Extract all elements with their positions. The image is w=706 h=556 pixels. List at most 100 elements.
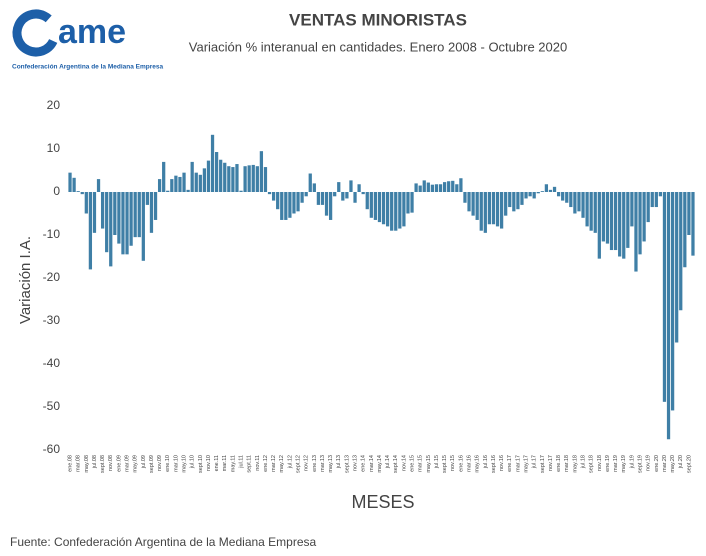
bar — [96, 179, 101, 192]
bar — [605, 192, 610, 244]
bar — [442, 182, 447, 192]
source: Fuente: Confederación Argentina de la Me… — [10, 535, 317, 549]
bar — [369, 192, 373, 218]
bar — [683, 192, 687, 268]
x-tick-label: sept.10 — [198, 455, 204, 473]
bar — [324, 192, 329, 216]
bar — [166, 190, 170, 192]
x-tick-label: may.12 — [279, 455, 285, 473]
bar — [495, 192, 500, 227]
bar — [691, 192, 695, 256]
x-tick-label: ene.18 — [556, 455, 562, 472]
x-tick-label: ene.17 — [507, 455, 513, 472]
bar — [357, 184, 361, 192]
x-tick-label: jul.11 — [238, 455, 244, 469]
bar — [288, 192, 292, 218]
bar — [72, 177, 76, 192]
bar — [267, 192, 272, 195]
bar — [398, 192, 402, 229]
x-tick-label: may.19 — [621, 455, 627, 473]
x-tick-label: jul.16 — [483, 455, 489, 469]
bar — [202, 168, 207, 192]
bar — [365, 192, 369, 210]
bar — [414, 183, 418, 192]
x-tick-label: nov.19 — [646, 455, 652, 471]
x-tick-label: jul.12 — [287, 455, 293, 469]
x-tick-label: may.14 — [377, 455, 383, 473]
bar — [141, 192, 145, 261]
bar — [68, 172, 72, 192]
chart-title: VENTAS MINORISTAS — [289, 10, 467, 29]
bar — [516, 192, 520, 210]
bar — [198, 174, 202, 192]
bar — [263, 167, 268, 192]
bar — [349, 180, 353, 192]
x-tick-label: nov.10 — [206, 455, 212, 471]
bar — [654, 192, 658, 208]
bar — [402, 192, 406, 227]
bar — [658, 192, 663, 197]
x-tick-label: nov.14 — [401, 455, 407, 471]
bar — [662, 192, 667, 402]
bar — [430, 184, 435, 192]
bar — [145, 192, 150, 205]
bar — [499, 192, 504, 229]
logo-subtitle: Confederación Argentina de la Mediana Em… — [12, 64, 163, 71]
bar — [646, 192, 650, 223]
bar — [182, 172, 186, 192]
bar — [630, 192, 634, 227]
x-tick-label: may.13 — [328, 455, 334, 473]
x-tick-label: mar.17 — [515, 455, 521, 472]
x-tick-label: may.11 — [230, 455, 236, 472]
bar — [385, 192, 390, 227]
logo-ring — [12, 9, 60, 57]
x-tick-label: mar.08 — [76, 455, 82, 472]
x-tick-label: may.15 — [426, 455, 432, 473]
bar — [422, 180, 426, 192]
bar — [434, 184, 439, 192]
bar — [84, 192, 88, 214]
bar — [491, 192, 496, 225]
bar — [296, 192, 300, 212]
bar — [235, 164, 239, 192]
y-axis-label: Variación I.A. — [17, 236, 34, 324]
x-tick-label: jul.15 — [434, 455, 440, 469]
bar — [227, 166, 231, 192]
bar — [569, 192, 573, 208]
x-tick-label: sept.08 — [100, 455, 106, 473]
bar — [316, 192, 321, 205]
x-tick-label: ene.20 — [654, 455, 660, 472]
bar — [483, 192, 487, 233]
bar — [109, 192, 113, 267]
x-tick-label: nov.08 — [108, 455, 114, 471]
x-tick-label: ene.08 — [67, 455, 73, 472]
bar — [304, 192, 308, 197]
bar — [532, 192, 536, 199]
y-tick-label: -10 — [43, 227, 61, 241]
bar — [528, 192, 532, 197]
bar — [178, 176, 182, 192]
x-tick-label: nov.09 — [157, 455, 163, 471]
bar — [105, 192, 109, 253]
bar — [271, 192, 276, 201]
bar — [341, 192, 345, 201]
bar — [162, 161, 166, 192]
bar — [247, 165, 251, 192]
x-tick-label: may.20 — [670, 455, 676, 473]
bar — [638, 192, 642, 255]
bar — [129, 192, 133, 246]
bar — [92, 192, 97, 233]
x-tick-label: nov.12 — [304, 455, 310, 471]
bar — [687, 192, 691, 235]
x-tick-label: sept.13 — [344, 455, 350, 473]
x-tick-label: mar.11 — [222, 455, 228, 471]
x-tick-label: sept.14 — [393, 455, 399, 473]
x-tick-label: sept.18 — [589, 455, 595, 473]
bar — [170, 179, 174, 192]
bar — [153, 192, 158, 220]
bar — [333, 192, 337, 197]
x-tick-label: jul.19 — [629, 455, 635, 469]
x-tick-label: mar.09 — [124, 455, 130, 472]
bar — [451, 180, 455, 192]
